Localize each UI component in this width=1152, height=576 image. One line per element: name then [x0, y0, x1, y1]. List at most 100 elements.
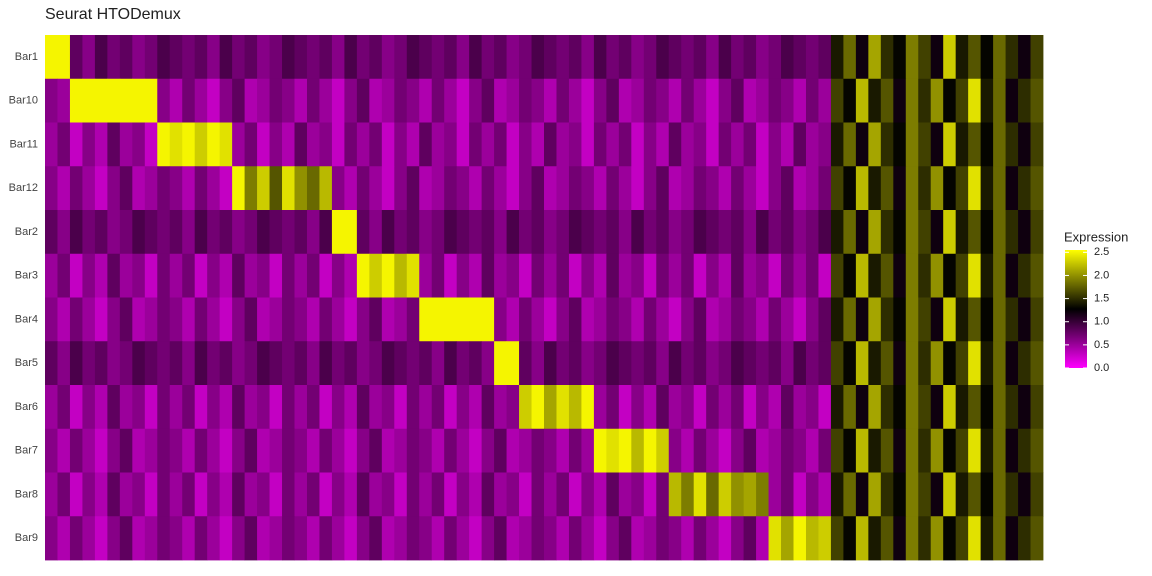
cell — [593, 166, 607, 211]
cell — [868, 385, 882, 430]
cell — [207, 428, 221, 473]
cell — [706, 253, 720, 298]
cell — [306, 297, 320, 342]
cell — [1030, 428, 1044, 473]
cell — [282, 78, 295, 123]
cell — [818, 78, 832, 123]
cell — [818, 516, 832, 561]
cell — [506, 516, 520, 561]
cell — [282, 253, 295, 298]
cell — [269, 122, 283, 167]
cell — [494, 341, 507, 386]
cell — [182, 35, 196, 80]
cell — [980, 122, 994, 167]
cell — [1030, 472, 1044, 517]
cell — [419, 472, 433, 517]
cell — [419, 253, 433, 298]
cell — [107, 385, 121, 430]
cell — [394, 210, 408, 255]
cell — [157, 516, 171, 561]
cell — [82, 385, 96, 430]
cell — [194, 35, 208, 80]
cell — [1018, 472, 1031, 517]
cell — [968, 341, 982, 386]
cell — [456, 78, 470, 123]
cell — [381, 35, 395, 80]
cell — [344, 341, 358, 386]
cell — [294, 428, 308, 473]
cell — [232, 166, 245, 211]
cell — [980, 428, 994, 473]
cell — [593, 428, 607, 473]
cell — [955, 122, 969, 167]
cell — [519, 341, 532, 386]
cell — [556, 166, 570, 211]
cell — [693, 472, 707, 517]
cell — [731, 341, 744, 386]
cell — [743, 297, 757, 342]
cell — [57, 428, 71, 473]
cell — [1030, 297, 1044, 342]
cell — [94, 122, 108, 167]
cell — [356, 516, 370, 561]
cell — [631, 472, 645, 517]
cell — [469, 472, 483, 517]
cell — [494, 516, 507, 561]
cell — [244, 122, 258, 167]
cell — [643, 472, 657, 517]
cell — [294, 385, 308, 430]
cell — [718, 341, 732, 386]
cell — [45, 428, 58, 473]
cell — [282, 516, 295, 561]
cell — [980, 297, 994, 342]
cell — [394, 78, 408, 123]
cell — [918, 210, 932, 255]
cell — [1018, 78, 1031, 123]
cell — [781, 297, 794, 342]
cell — [194, 253, 208, 298]
cell — [519, 297, 532, 342]
cell — [718, 210, 732, 255]
cell — [781, 385, 794, 430]
cell — [469, 253, 483, 298]
cell — [830, 253, 844, 298]
cell — [45, 122, 58, 167]
cell — [381, 210, 395, 255]
cell — [855, 472, 869, 517]
cell — [45, 385, 58, 430]
cell — [244, 385, 258, 430]
cell — [643, 385, 657, 430]
cell — [843, 166, 857, 211]
cell — [45, 341, 58, 386]
cell — [431, 516, 445, 561]
cell — [930, 210, 944, 255]
cell — [593, 341, 607, 386]
cell — [893, 253, 907, 298]
cell — [556, 122, 570, 167]
cell — [756, 166, 769, 211]
cell — [157, 35, 171, 80]
cell — [880, 385, 894, 430]
cell — [481, 122, 495, 167]
cell — [930, 166, 944, 211]
cell — [282, 35, 295, 80]
cell — [144, 341, 158, 386]
cell — [643, 516, 657, 561]
cell — [805, 35, 819, 80]
cell — [544, 516, 557, 561]
cell — [356, 78, 370, 123]
cell — [818, 385, 832, 430]
cell — [805, 516, 819, 561]
cell — [993, 297, 1006, 342]
cell — [219, 122, 233, 167]
cell — [331, 472, 345, 517]
cell — [481, 253, 495, 298]
cell — [1005, 78, 1019, 123]
cell — [918, 297, 932, 342]
row-label: Bar5 — [15, 357, 38, 369]
cell — [319, 428, 333, 473]
cell — [818, 210, 832, 255]
cell — [668, 516, 682, 561]
cell — [781, 516, 794, 561]
cell — [444, 166, 458, 211]
